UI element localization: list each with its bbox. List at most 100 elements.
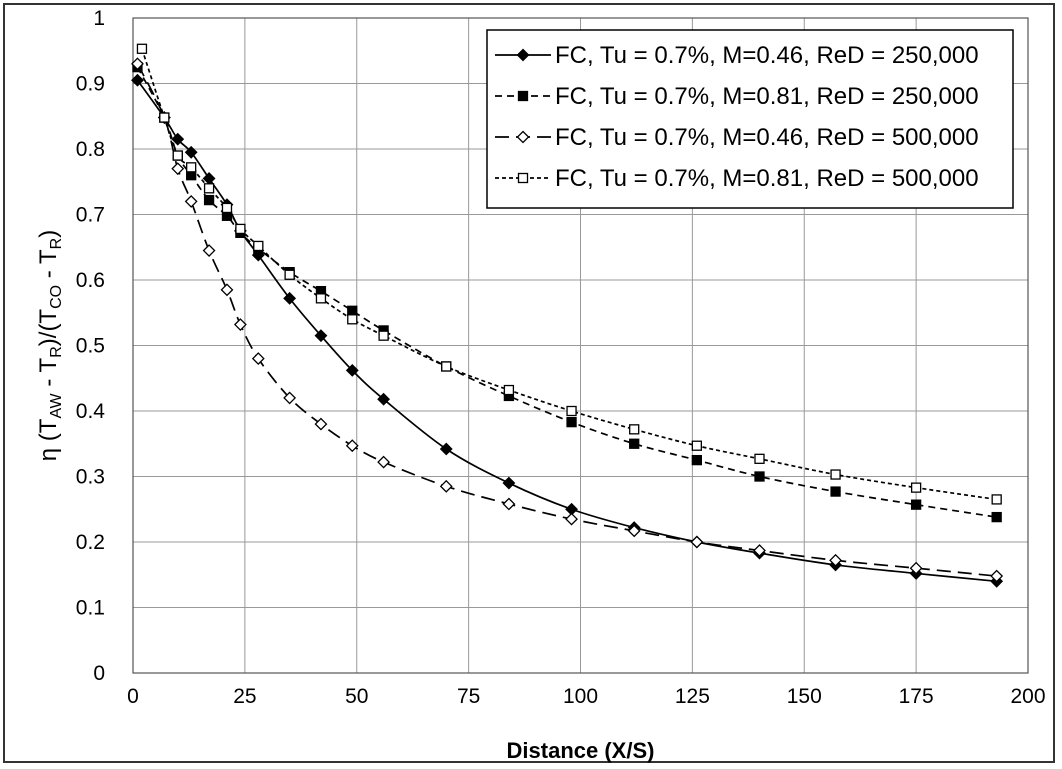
data-point [990,569,1004,583]
data-point [517,90,529,102]
y-tick-label: 0.3 [76,466,105,489]
data-point [159,112,170,123]
x-tick-label: 200 [1010,685,1045,708]
data-point [233,318,247,331]
data-point [131,73,144,87]
y-tick-label: 0.5 [76,335,105,358]
data-point [171,162,185,176]
x-tick-label: 100 [563,685,598,708]
data-point [516,130,530,144]
data-point [347,314,358,325]
y-tick-label: 1 [93,7,105,30]
legend-label: FC, Tu = 0.7%, M=0.81, ReD = 250,000 [555,83,979,110]
x-tick-label: 175 [899,685,934,708]
y-tick-label: 0.8 [76,138,105,161]
legend-box [486,29,1014,209]
data-point [627,524,641,538]
x-tick-label: 0 [127,685,139,708]
data-point [235,223,246,235]
data-point [565,512,578,526]
x-tick-label: 125 [675,685,710,708]
data-point [131,57,144,71]
legend-item: FC, Tu = 0.7%, M=0.81, ReD = 500,000 [495,165,979,192]
data-point [517,172,529,184]
data-point [283,291,297,305]
data-point [502,476,516,490]
series-3 [131,57,1004,583]
y-axis-label-part: AW [48,392,65,418]
x-tick-label: 50 [345,685,368,708]
y-axis-label-part: CO [48,285,65,309]
data-point [991,511,1002,523]
series [131,43,1004,588]
data-point [345,363,359,377]
legend-item: FC, Tu = 0.7%, M=0.46, ReD = 250,000 [495,42,979,69]
data-point [314,329,328,343]
data-point [314,417,328,431]
data-point [284,269,295,280]
data-point [910,482,922,493]
data-point [377,455,391,469]
data-point [221,202,233,214]
data-point [171,132,185,146]
y-tick-label: 0.1 [76,597,105,620]
legend: FC, Tu = 0.7%, M=0.46, ReD = 250,000 FC, … [486,29,1014,209]
data-point [754,471,765,482]
data-point [439,479,453,493]
x-axis-label: Distance (X/S) [507,738,655,763]
data-point [566,405,577,417]
data-point [991,494,1002,505]
data-point [439,442,453,456]
y-tick-label: 0.2 [76,531,105,554]
y-axis-label-part: R [48,346,65,358]
legend-label: FC, Tu = 0.7%, M=0.81, ReD = 500,000 [555,165,979,192]
data-point [753,544,766,557]
legend-item: FC, Tu = 0.7%, M=0.81, ReD = 250,000 [495,83,979,110]
data-point [202,172,216,185]
data-point [136,43,148,54]
y-axis-label-part: R [48,238,65,250]
y-tick-label: 0.6 [76,269,105,292]
data-point [347,305,358,316]
plot-area [132,17,1029,674]
data-point [754,453,765,464]
data-point [377,392,391,406]
series-4 [136,43,1002,505]
x-tick-label: 25 [233,685,256,708]
data-point [220,283,234,297]
data-point [186,162,197,173]
data-point [202,244,216,257]
x-tick-label: 75 [457,685,480,708]
data-point [184,194,198,208]
legend-item: FC, Tu = 0.7%, M=0.46, ReD = 500,000 [495,124,979,151]
data-point [184,145,198,159]
data-point [909,561,923,575]
data-point [830,486,841,497]
y-axis-label-part: ) [35,230,62,238]
legend-label: FC, Tu = 0.7%, M=0.46, ReD = 500,000 [555,124,979,151]
data-point [629,438,640,449]
data-point [315,293,327,304]
y-tick-label: 0.4 [76,400,106,423]
data-point [503,384,515,396]
y-tick-label: 0.7 [76,204,105,227]
data-point [629,424,640,435]
series-line [136,66,997,518]
data-point [690,535,704,549]
data-point [830,469,841,480]
data-point [378,330,389,341]
y-tick-label: 0.9 [76,73,105,96]
y-axis-label-part: η (T [35,418,62,461]
y-tick-label: 0 [93,662,105,685]
data-point [910,499,922,510]
y-axis-label-part: - T [35,249,62,285]
data-point [251,352,265,366]
data-point [502,497,516,511]
data-point [829,553,842,567]
legend-label: FC, Tu = 0.7%, M=0.46, ReD = 250,000 [555,42,979,69]
data-point [441,361,452,372]
y-axis-label: η (TAW - TR)/(TCO - TR) [35,230,65,461]
data-point [345,439,359,453]
data-point [203,194,215,206]
